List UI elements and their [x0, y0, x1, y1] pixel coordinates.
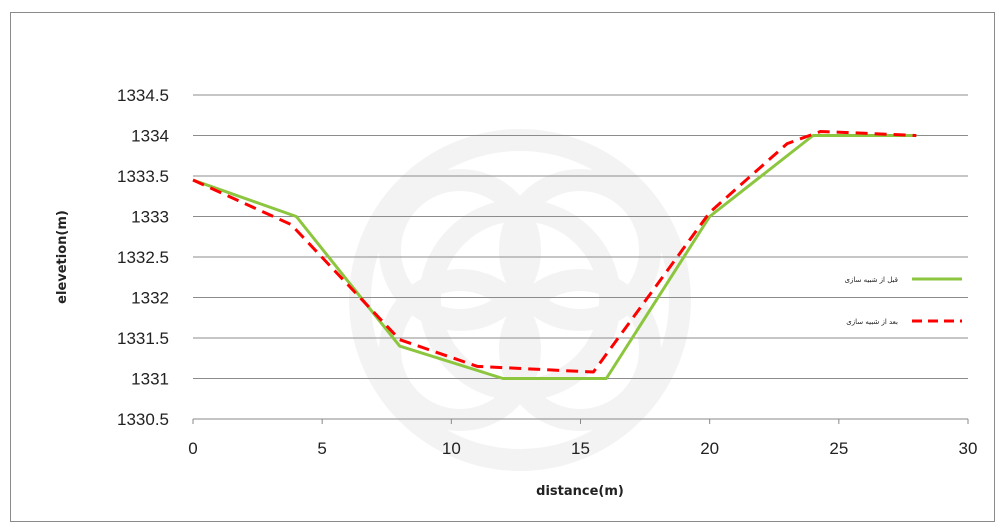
y-tick-label: 1334 [131, 127, 169, 146]
chart-frame [10, 12, 995, 522]
series-line-0 [192, 134, 917, 380]
y-tick-label: 1333 [131, 208, 169, 227]
series-line-1 [192, 129, 917, 374]
y-tick-label: 1333.5 [117, 167, 169, 186]
legend-label-0: قبل از شبیه سازی [845, 276, 898, 284]
watermark-logo [349, 129, 691, 471]
y-tick-label: 1331.5 [117, 329, 169, 348]
x-tick-label: 15 [571, 439, 590, 458]
legend: قبل از شبیه سازی بعد از شبیه سازی [845, 276, 962, 326]
x-tick-label: 20 [700, 439, 719, 458]
legend-label-1: بعد از شبیه سازی [846, 318, 898, 326]
y-axis-ticks: 1330.5 1331 1331.5 1332 1332.5 1333 1333.5 1334… [117, 86, 169, 429]
y-tick-label: 1330.5 [117, 410, 169, 429]
x-tick-label: 10 [442, 439, 461, 458]
x-tick-label: 0 [188, 439, 197, 458]
x-tick-label: 25 [829, 439, 848, 458]
y-tick-label: 1332.5 [117, 248, 169, 267]
y-tick-label: 1332 [131, 289, 169, 308]
x-axis-title: distance(m) [536, 484, 624, 499]
x-tick-label: 5 [317, 439, 326, 458]
x-axis-ticks: 0 5 10 15 20 25 30 [188, 419, 977, 458]
x-tick-label: 30 [959, 439, 978, 458]
y-tick-label: 1334.5 [117, 86, 169, 105]
y-axis-title: elevetion(m) [55, 210, 70, 304]
series-lines [192, 129, 917, 380]
y-tick-label: 1331 [131, 370, 169, 389]
